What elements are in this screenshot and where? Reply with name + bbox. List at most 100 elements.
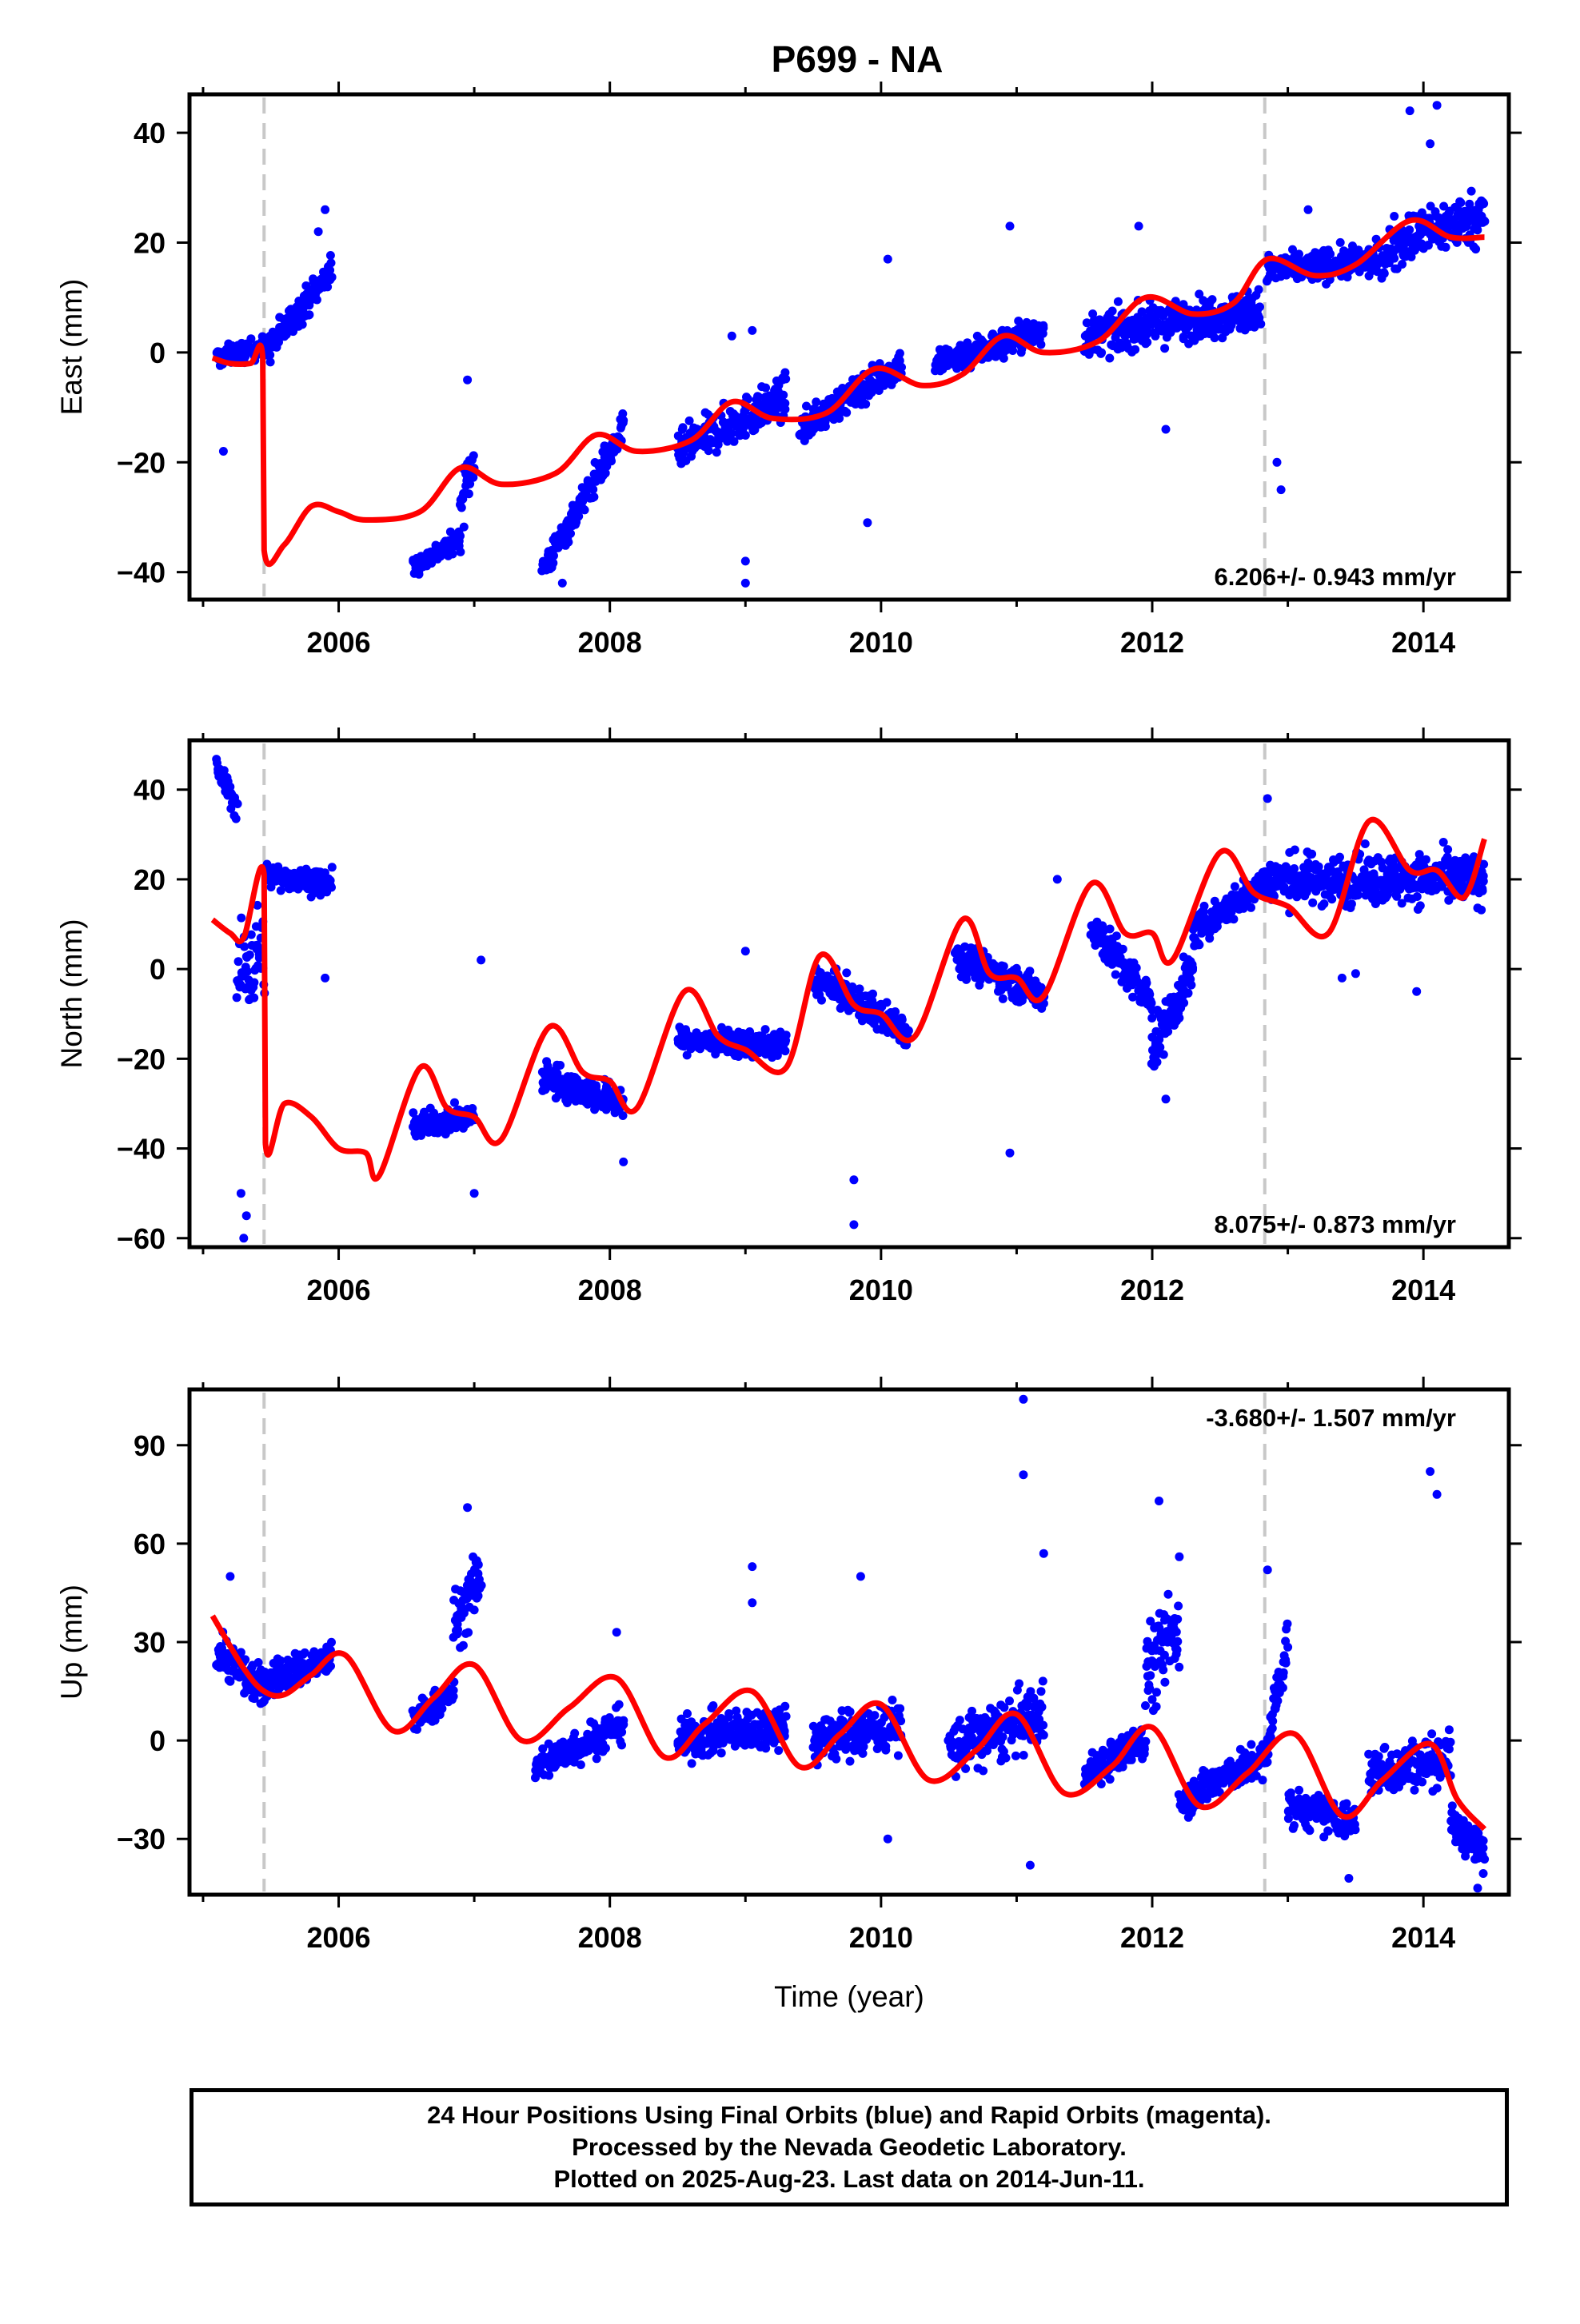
data-point [1319, 899, 1328, 908]
data-point [469, 451, 478, 460]
y-tick-label: 20 [134, 226, 166, 259]
data-point [1159, 1050, 1168, 1059]
data-point-outlier [1006, 221, 1015, 230]
data-point [232, 815, 241, 823]
data-point [956, 1716, 964, 1724]
y-tick-label: −40 [117, 556, 166, 589]
data-point [449, 550, 457, 559]
data-point [326, 251, 335, 260]
data-point [615, 1700, 624, 1709]
data-point-outlier [1135, 221, 1143, 230]
data-point [1229, 915, 1238, 923]
data-point [234, 957, 243, 966]
data-point [891, 1007, 900, 1016]
data-point [1039, 329, 1047, 338]
data-point [1132, 963, 1141, 972]
data-point [474, 1561, 483, 1569]
data-point [679, 423, 688, 432]
data-point [894, 1752, 903, 1760]
data-point [1179, 999, 1188, 1007]
data-point [761, 384, 770, 393]
data-point [896, 349, 904, 358]
data-point [449, 1686, 458, 1695]
data-point-outlier [239, 1234, 248, 1242]
data-point [846, 1708, 855, 1716]
x-tick-label: 2006 [306, 1274, 370, 1306]
data-point [898, 1015, 907, 1024]
data-point [566, 529, 575, 538]
y-tick-label: 20 [134, 863, 166, 896]
data-point-outlier [470, 1189, 479, 1198]
data-point [249, 979, 258, 987]
data-point [812, 397, 820, 406]
data-point [477, 1581, 486, 1590]
data-point [817, 996, 826, 1005]
data-point [704, 446, 713, 455]
data-point [1326, 249, 1335, 258]
y-tick-label: 0 [150, 953, 166, 986]
data-point [781, 375, 790, 384]
data-point [1361, 839, 1370, 848]
data-point [1039, 1676, 1047, 1685]
data-point [549, 552, 558, 560]
data-point [683, 1709, 692, 1718]
data-point [545, 1771, 553, 1780]
data-point-outlier [728, 332, 736, 341]
x-tick-label: 2008 [578, 626, 642, 659]
data-point [1039, 1721, 1047, 1730]
data-point [328, 273, 337, 281]
data-point [868, 990, 877, 999]
data-point [856, 984, 864, 993]
data-point-outlier [321, 205, 329, 214]
data-point [761, 1744, 770, 1752]
data-point [1106, 1775, 1115, 1784]
data-point [774, 1746, 783, 1755]
data-point [1036, 341, 1045, 349]
data-point [1442, 243, 1450, 252]
data-point-outlier [741, 579, 750, 588]
data-point [456, 532, 465, 540]
data-point [1002, 1754, 1011, 1763]
data-point [1184, 989, 1193, 998]
data-point-outlier [741, 556, 750, 565]
data-point [1336, 238, 1345, 247]
data-point [1114, 297, 1123, 306]
y-tick-label: 40 [134, 774, 166, 807]
data-point [999, 995, 1007, 1003]
data-point [1290, 864, 1299, 873]
data-point [459, 1641, 468, 1650]
data-point [1471, 245, 1480, 253]
data-point [233, 993, 241, 1002]
data-point [708, 1701, 717, 1710]
data-point [1255, 285, 1263, 294]
data-point [1291, 846, 1299, 855]
y-tick-label: −40 [117, 1133, 166, 1166]
data-point [1279, 883, 1288, 891]
data-point [962, 975, 971, 984]
data-point [1413, 892, 1422, 901]
data-point [1015, 1680, 1023, 1688]
rate-annotation: 8.075+/- 0.873 mm/yr [1215, 1210, 1456, 1238]
data-point [1327, 895, 1336, 903]
data-point [1188, 963, 1197, 972]
data-point [1347, 899, 1356, 908]
data-point [619, 1111, 628, 1120]
x-tick-label: 2014 [1391, 1274, 1455, 1306]
data-point [1019, 1751, 1028, 1760]
data-point-outlier [219, 447, 228, 456]
data-point-outlier [748, 326, 756, 335]
data-point-outlier [558, 579, 567, 588]
data-point-outlier [1338, 974, 1347, 983]
x-tick-label: 2014 [1391, 626, 1455, 659]
data-point [1478, 887, 1487, 895]
data-point [457, 504, 466, 512]
data-point [1160, 344, 1169, 353]
data-point-outlier [314, 227, 323, 236]
data-point [577, 1760, 585, 1769]
data-point-outlier [1006, 1149, 1015, 1158]
data-point [1295, 249, 1303, 258]
data-point [1153, 1058, 1162, 1066]
data-point [249, 994, 258, 1003]
data-point [1405, 225, 1414, 234]
